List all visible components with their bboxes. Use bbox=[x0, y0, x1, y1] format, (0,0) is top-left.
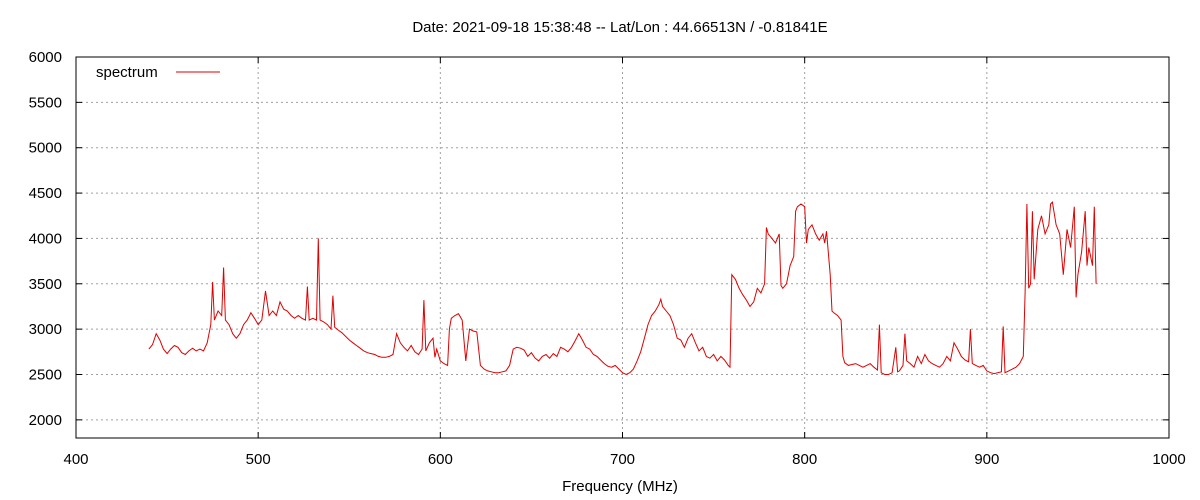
y-tick-label: 2500 bbox=[29, 367, 62, 384]
x-tick-label: 500 bbox=[246, 451, 271, 468]
y-tick-label: 4000 bbox=[29, 230, 62, 247]
y-tick-label: 6000 bbox=[29, 49, 62, 66]
x-axis-label: Frequency (MHz) bbox=[562, 478, 678, 495]
grid-lines bbox=[76, 57, 1169, 438]
legend: spectrum bbox=[96, 64, 220, 81]
x-tick-label: 1000 bbox=[1152, 451, 1185, 468]
legend-label: spectrum bbox=[96, 64, 158, 81]
plot-frame bbox=[75, 56, 1170, 439]
series-group bbox=[148, 201, 1097, 376]
x-tick-label: 700 bbox=[610, 451, 635, 468]
y-tick-label: 4500 bbox=[29, 185, 62, 202]
x-tick-label: 400 bbox=[63, 451, 88, 468]
y-tick-label: 3000 bbox=[29, 321, 62, 338]
x-tick-label: 800 bbox=[792, 451, 817, 468]
y-tick-label: 2000 bbox=[29, 412, 62, 429]
y-tick-label: 5000 bbox=[29, 140, 62, 157]
x-tick-label: 900 bbox=[974, 451, 999, 468]
y-tick-label: 3500 bbox=[29, 276, 62, 293]
axis-ticks: 400 500 600 700 800 900 1000 2000 2500 3000 3500 40… bbox=[29, 49, 1186, 468]
x-tick-label: 600 bbox=[428, 451, 453, 468]
chart-title: Date: 2021-09-18 15:38:48 -- Lat/Lon : 4… bbox=[412, 19, 827, 36]
series-line-spectrum bbox=[148, 201, 1097, 376]
y-tick-label: 5500 bbox=[29, 94, 62, 111]
